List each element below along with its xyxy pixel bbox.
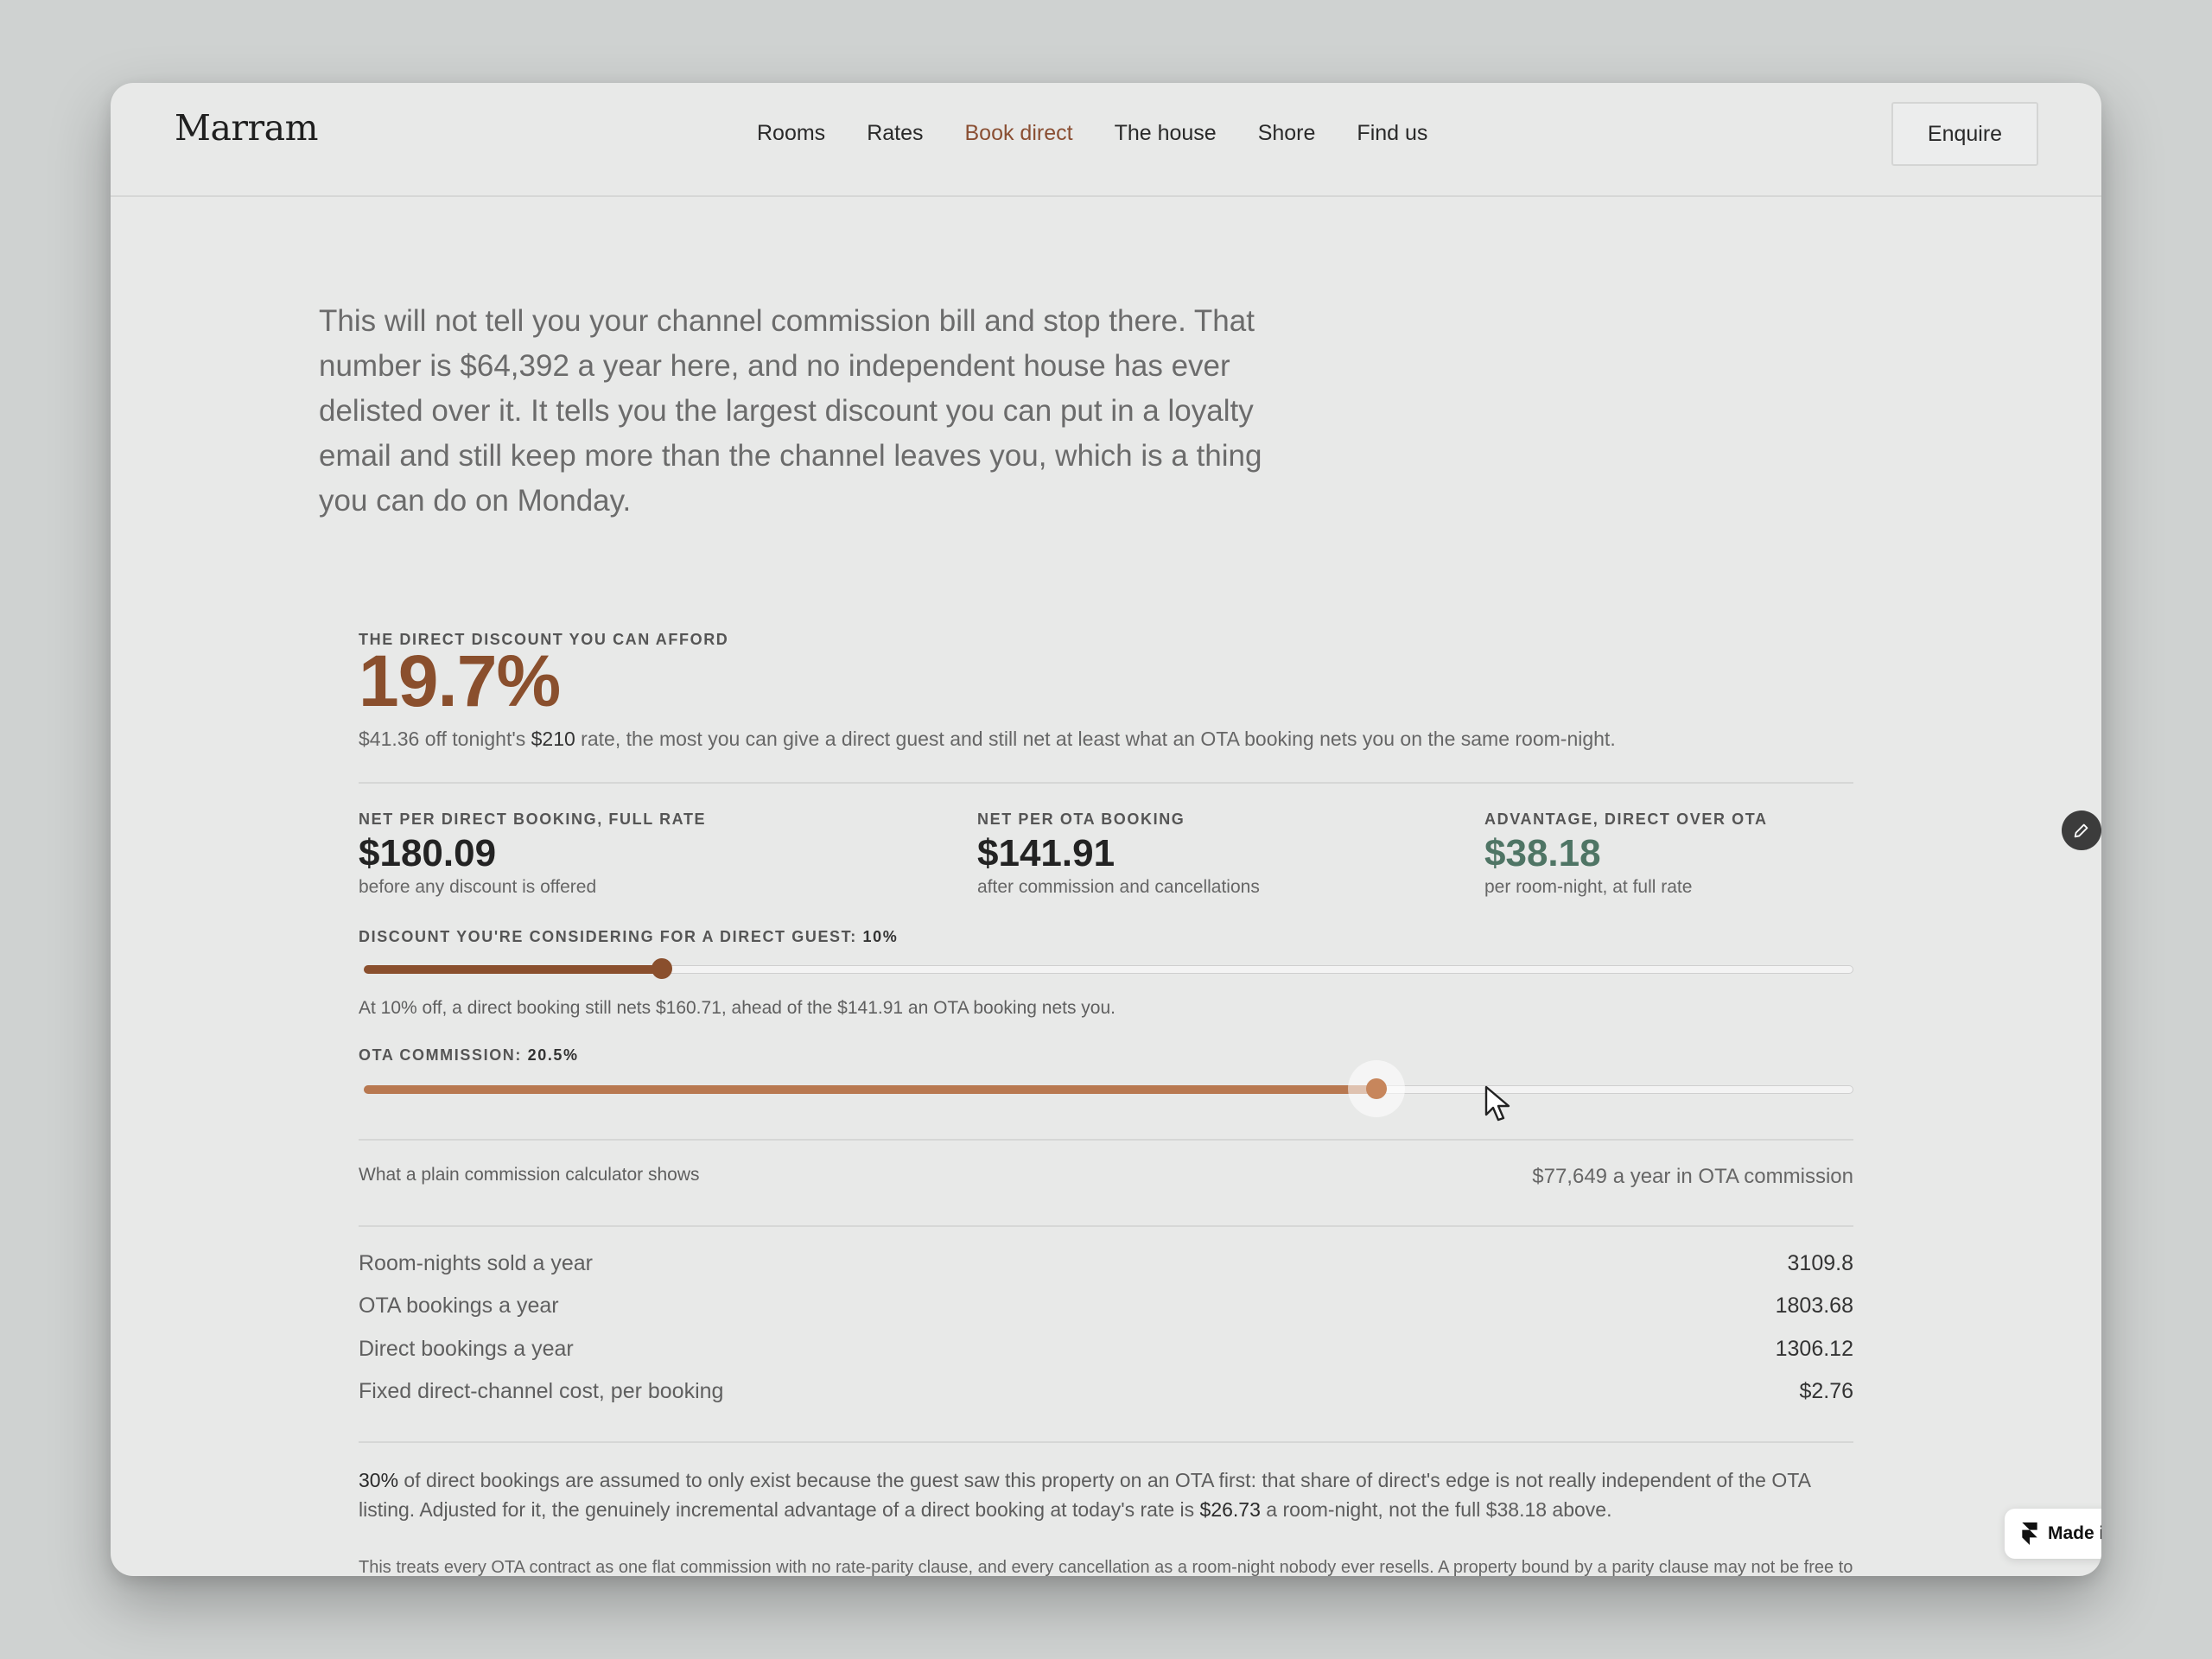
framer-logo-icon [2022,1522,2037,1545]
edit-icon[interactable] [2062,810,2101,850]
browser-window: Marram Rooms Rates Book direct The house… [111,83,2101,1576]
tonight-rate: $210 [531,728,575,750]
divider [359,1225,1853,1227]
discount-slider[interactable] [359,958,1853,979]
commission-slider-label: OTA COMMISSION: 20.5% [359,1046,579,1064]
divider [359,1139,1853,1141]
stat-advantage: ADVANTAGE, DIRECT OVER OTA $38.18 per ro… [1484,810,1968,898]
nav-item-the-house[interactable]: The house [1114,121,1217,145]
nav-item-book-direct[interactable]: Book direct [964,121,1073,145]
headline-eyebrow: THE DIRECT DISCOUNT YOU CAN AFFORD [359,631,729,648]
stat-advantage-value: $38.18 [1484,832,1601,874]
table-row: Fixed direct-channel cost, per booking $2… [359,1379,1853,1403]
commission-slider-fill [364,1085,1377,1094]
divider [359,1441,1853,1443]
discount-slider-fill [364,965,662,974]
headline-subtext: $41.36 off tonight's $210 rate, the most… [359,728,1616,750]
main-nav: Rooms Rates Book direct The house Shore … [757,121,1427,146]
stat-net-direct-value: $180.09 [359,832,497,874]
mouse-cursor-icon [1484,1085,1510,1122]
site-header: Marram Rooms Rates Book direct The house… [111,83,2101,197]
divider [359,782,1853,784]
discount-caption: At 10% off, a direct booking still nets … [359,998,1116,1018]
stat-net-direct: NET PER DIRECT BOOKING, FULL RATE $180.0… [359,810,842,898]
site-logo[interactable]: Marram [175,107,318,149]
discount-slider-handle[interactable] [651,958,672,979]
made-in-framer-badge[interactable]: Made in Framer [2005,1509,2101,1559]
discount-slider-label: DISCOUNT YOU'RE CONSIDERING FOR A DIRECT… [359,928,899,945]
commission-slider-handle[interactable] [1366,1078,1388,1099]
nav-item-rooms[interactable]: Rooms [757,121,826,145]
nav-item-shore[interactable]: Shore [1257,121,1316,145]
table-row: OTA bookings a year 1803.68 [359,1294,1853,1318]
affordable-discount-value: 19.7% [359,640,561,721]
table-row: Room-nights sold a year 3109.8 [359,1251,1853,1275]
nav-item-find-us[interactable]: Find us [1357,121,1428,145]
fine-print: This treats every OTA contract as one fl… [359,1558,1853,1576]
table-row: Direct bookings a year 1306.12 [359,1337,1853,1361]
plain-calculator-row: What a plain commission calculator shows… [359,1165,1853,1188]
incrementality-note: 30% of direct bookings are assumed to on… [359,1469,1810,1521]
commission-slider[interactable] [359,1060,1853,1117]
enquire-button[interactable]: Enquire [1891,102,2038,166]
intro-paragraph: This will not tell you your channel comm… [319,304,1262,518]
stat-net-ota-value: $141.91 [977,832,1116,874]
stat-net-ota: NET PER OTA BOOKING $141.91 after commis… [977,810,1461,898]
nav-item-rates[interactable]: Rates [867,121,924,145]
